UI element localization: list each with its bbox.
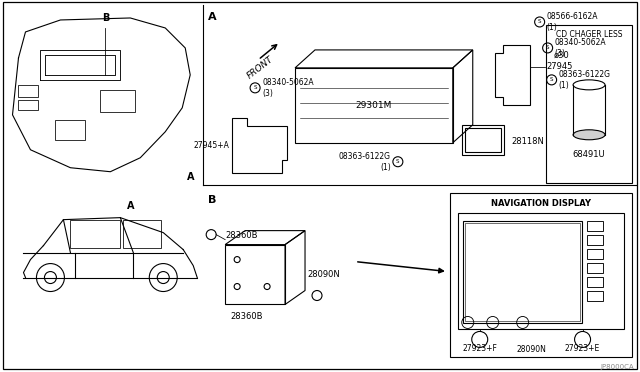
Text: B: B	[102, 13, 109, 23]
Text: FRONT: FRONT	[245, 55, 275, 81]
Text: JP8000CA: JP8000CA	[601, 365, 634, 371]
Bar	[587, 248, 602, 259]
Text: 27945: 27945	[547, 62, 573, 71]
Text: B: B	[208, 195, 216, 205]
Bar	[225, 245, 285, 305]
Bar	[124, 219, 161, 248]
Bar	[450, 193, 632, 357]
Bar	[465, 222, 580, 321]
Text: 08340-5062A
(3): 08340-5062A (3)	[262, 78, 314, 98]
Bar	[462, 125, 504, 155]
Text: 28360B: 28360B	[225, 231, 258, 240]
Bar	[587, 291, 602, 301]
Text: S: S	[546, 45, 549, 51]
Bar	[19, 100, 38, 110]
Text: S: S	[396, 159, 399, 164]
Text: 27923+E: 27923+E	[565, 344, 600, 353]
Bar	[19, 85, 38, 97]
Text: A: A	[208, 12, 217, 22]
Text: S: S	[253, 85, 257, 90]
Text: 28090N: 28090N	[307, 270, 340, 279]
Text: 28118N: 28118N	[512, 137, 545, 146]
Text: 68491U: 68491U	[573, 150, 605, 159]
Bar	[587, 263, 602, 273]
Text: 08363-6122G
(1): 08363-6122G (1)	[559, 70, 611, 90]
Bar	[587, 276, 602, 286]
Text: A: A	[127, 201, 134, 211]
Bar	[295, 68, 452, 143]
Bar	[463, 221, 582, 324]
Bar	[70, 219, 120, 248]
Text: 28090N: 28090N	[516, 346, 546, 355]
Bar	[100, 90, 135, 112]
Text: 27923+F: 27923+F	[462, 344, 497, 353]
Text: S: S	[538, 19, 541, 25]
Text: S: S	[550, 77, 554, 82]
Text: A: A	[186, 172, 194, 182]
Text: 08363-6122G
(1): 08363-6122G (1)	[339, 152, 391, 172]
Bar	[587, 221, 602, 231]
Text: 29301M: 29301M	[356, 101, 392, 110]
Text: 28360B: 28360B	[230, 312, 262, 321]
Text: 08340-5062A
(3): 08340-5062A (3)	[555, 38, 606, 58]
Text: NAVIGATION DISPLAY: NAVIGATION DISPLAY	[491, 199, 591, 208]
Text: CD CHAGER LESS: CD CHAGER LESS	[556, 30, 622, 39]
Bar	[546, 25, 632, 183]
Ellipse shape	[573, 130, 605, 140]
Text: ø30: ø30	[554, 51, 570, 60]
Bar	[587, 235, 602, 245]
Text: 08566-6162A
(1): 08566-6162A (1)	[547, 12, 598, 32]
Bar	[56, 120, 85, 140]
Bar	[465, 128, 500, 152]
Bar	[458, 213, 625, 330]
Text: 27945+A: 27945+A	[193, 141, 229, 150]
